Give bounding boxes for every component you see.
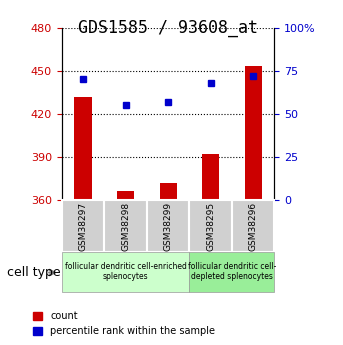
Text: follicular dendritic cell-
depleted splenocytes: follicular dendritic cell- depleted sple…: [188, 262, 276, 282]
Text: follicular dendritic cell-enriched
splenocytes: follicular dendritic cell-enriched splen…: [64, 262, 187, 282]
Text: GSM38296: GSM38296: [249, 201, 258, 250]
Text: GSM38295: GSM38295: [206, 201, 215, 250]
Bar: [74, 97, 92, 200]
Text: GSM38298: GSM38298: [121, 201, 130, 250]
Legend: count, percentile rank within the sample: count, percentile rank within the sample: [29, 307, 219, 340]
FancyBboxPatch shape: [147, 200, 189, 252]
FancyBboxPatch shape: [62, 252, 189, 292]
Text: GSM38299: GSM38299: [164, 201, 173, 250]
FancyBboxPatch shape: [104, 200, 147, 252]
FancyBboxPatch shape: [189, 252, 274, 292]
Bar: [245, 66, 262, 200]
FancyBboxPatch shape: [232, 200, 274, 252]
Text: cell type: cell type: [7, 266, 60, 279]
Bar: [117, 191, 134, 200]
Text: GDS1585 / 93608_at: GDS1585 / 93608_at: [78, 19, 258, 37]
Bar: [159, 183, 177, 200]
FancyBboxPatch shape: [62, 200, 104, 252]
FancyBboxPatch shape: [189, 200, 232, 252]
Bar: [202, 154, 219, 200]
Text: GSM38297: GSM38297: [79, 201, 87, 250]
